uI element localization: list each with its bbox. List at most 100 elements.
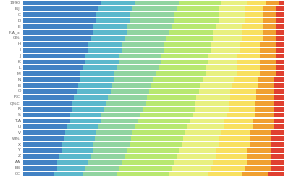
Bar	[219, 12, 245, 17]
Bar	[179, 1, 221, 5]
Bar	[273, 107, 284, 112]
Bar	[88, 42, 122, 47]
Bar	[260, 59, 276, 64]
Bar	[127, 148, 179, 153]
Bar	[179, 148, 216, 153]
Bar	[153, 77, 203, 82]
Bar	[112, 83, 151, 88]
Bar	[216, 148, 247, 153]
Bar	[219, 136, 250, 141]
Bar	[23, 160, 57, 165]
Bar	[85, 166, 119, 171]
Bar	[122, 160, 174, 165]
Bar	[119, 166, 172, 171]
Bar	[190, 119, 224, 123]
Bar	[23, 154, 59, 159]
Bar	[250, 130, 271, 135]
Bar	[23, 101, 72, 106]
Bar	[199, 89, 230, 94]
Bar	[258, 83, 273, 88]
Bar	[23, 36, 91, 41]
Bar	[271, 130, 284, 135]
Bar	[85, 54, 119, 58]
Bar	[23, 59, 85, 64]
Bar	[93, 24, 127, 29]
Bar	[276, 71, 284, 76]
Bar	[273, 83, 284, 88]
Bar	[166, 36, 214, 41]
Bar	[23, 166, 57, 171]
Bar	[138, 119, 190, 123]
Bar	[242, 172, 268, 176]
Bar	[276, 36, 284, 41]
Bar	[279, 1, 284, 5]
Bar	[119, 54, 161, 58]
Bar	[64, 136, 95, 141]
Bar	[237, 65, 260, 70]
Bar	[23, 142, 62, 147]
Bar	[255, 101, 273, 106]
Bar	[23, 119, 70, 123]
Bar	[263, 24, 276, 29]
Bar	[57, 160, 88, 165]
Bar	[23, 1, 101, 5]
Bar	[237, 54, 260, 58]
Bar	[224, 124, 253, 129]
Bar	[149, 89, 199, 94]
Bar	[23, 71, 80, 76]
Bar	[219, 6, 245, 11]
Bar	[23, 172, 54, 176]
Bar	[64, 130, 96, 135]
Bar	[23, 107, 72, 112]
Bar	[96, 18, 130, 23]
Bar	[221, 1, 247, 5]
Bar	[101, 113, 140, 118]
Bar	[219, 142, 250, 147]
Bar	[117, 172, 169, 176]
Bar	[216, 24, 242, 29]
Bar	[108, 95, 147, 100]
Bar	[260, 42, 276, 47]
Bar	[23, 48, 88, 53]
Bar	[245, 12, 263, 17]
Bar	[77, 89, 111, 94]
Bar	[91, 154, 125, 159]
Bar	[23, 18, 96, 23]
Bar	[93, 142, 130, 147]
Bar	[151, 83, 201, 88]
Bar	[271, 148, 284, 153]
Bar	[23, 12, 96, 17]
Bar	[263, 36, 276, 41]
Bar	[145, 101, 195, 106]
Bar	[161, 54, 208, 58]
Bar	[164, 42, 211, 47]
Bar	[177, 6, 219, 11]
Bar	[147, 95, 196, 100]
Bar	[276, 30, 284, 35]
Bar	[208, 172, 242, 176]
Bar	[214, 160, 247, 165]
Bar	[101, 119, 138, 123]
Bar	[23, 130, 64, 135]
Bar	[23, 42, 88, 47]
Bar	[62, 148, 93, 153]
Bar	[83, 172, 117, 176]
Bar	[78, 83, 112, 88]
Bar	[201, 83, 232, 88]
Bar	[161, 59, 208, 64]
Bar	[130, 18, 174, 23]
Bar	[237, 71, 260, 76]
Bar	[23, 136, 64, 141]
Bar	[247, 148, 271, 153]
Bar	[85, 59, 119, 64]
Bar	[111, 89, 149, 94]
Bar	[23, 24, 93, 29]
Bar	[195, 107, 229, 112]
Bar	[182, 142, 219, 147]
Bar	[23, 124, 67, 129]
Bar	[219, 18, 245, 23]
Bar	[23, 6, 99, 11]
Bar	[240, 48, 260, 53]
Bar	[276, 59, 284, 64]
Bar	[135, 1, 179, 5]
